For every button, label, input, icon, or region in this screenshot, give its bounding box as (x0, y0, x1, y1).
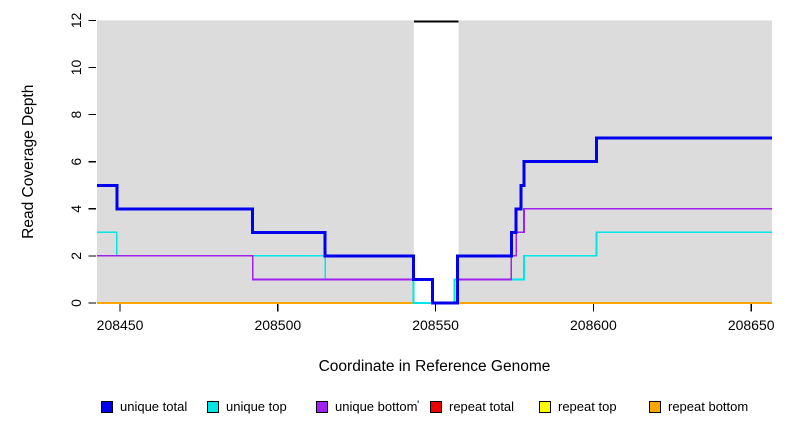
y-axis-title: Read Coverage Depth (20, 85, 37, 239)
x-axis-tick-label: 208650 (728, 317, 775, 333)
x-axis-tick-label: 208500 (254, 317, 301, 333)
legend-swatch-repeat-total (430, 401, 442, 413)
x-axis-tick-label: 208550 (412, 317, 459, 333)
y-axis-tick-label: 12 (68, 12, 84, 28)
series-line-unique-bottom (97, 208, 772, 304)
legend-item-unique-top: unique top (207, 399, 287, 415)
legend-swatch-unique-top (207, 401, 219, 413)
legend-item-unique-total: unique total (101, 399, 187, 415)
legend-swatch-unique-total (101, 401, 113, 413)
y-axis-tick-label: 6 (68, 158, 84, 166)
y-axis-tick-label: 4 (68, 205, 84, 213)
chart-legend: unique total unique top unique bottom repea… (0, 399, 792, 419)
legend-item-repeat-top: repeat top (539, 399, 617, 415)
masked-region (413, 20, 459, 304)
legend-label: repeat bottom (668, 399, 749, 414)
legend-label: unique total (120, 399, 188, 414)
series-line-unique-total (97, 136, 772, 305)
legend-label: repeat total (449, 399, 515, 414)
legend-item-repeat-total: repeat total (430, 399, 514, 415)
legend-item-repeat-bottom: repeat bottom (649, 399, 748, 415)
legend-label: unique bottom (335, 399, 418, 414)
legend-label: unique top (226, 399, 287, 414)
legend-swatch-repeat-bottom (649, 401, 661, 413)
legend-item-unique-bottom: unique bottom (316, 399, 417, 415)
y-axis-tick-label: 10 (68, 60, 84, 76)
stray-mark: ' (417, 398, 420, 412)
x-axis-title: Coordinate in Reference Genome (319, 358, 551, 375)
x-axis-tick-label: 208600 (570, 317, 617, 333)
x-axis-tick-label: 208450 (97, 317, 144, 333)
legend-label: repeat top (558, 399, 617, 414)
y-axis-tick-label: 0 (68, 299, 84, 307)
y-axis-tick-label: 2 (68, 252, 84, 260)
legend-swatch-unique-bottom (316, 401, 328, 413)
y-axis-tick-label: 8 (68, 110, 84, 118)
legend-swatch-repeat-top (539, 401, 551, 413)
